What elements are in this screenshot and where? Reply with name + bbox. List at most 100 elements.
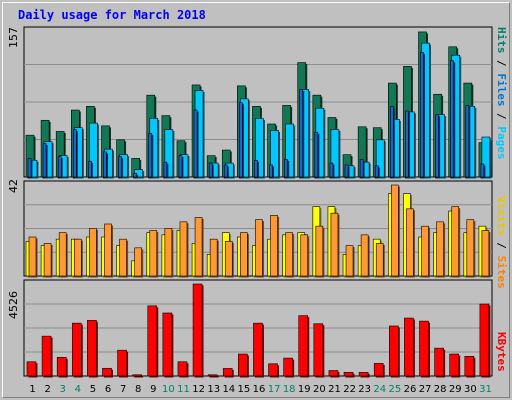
day-tick-label: 7 — [120, 384, 126, 395]
kbytes-bar — [313, 323, 324, 377]
sites-bar — [89, 228, 97, 277]
files-bar — [375, 139, 385, 178]
pages-bar — [88, 160, 92, 178]
day-tick-label: 8 — [135, 384, 141, 395]
pages-bar — [269, 164, 273, 178]
sites-bar — [466, 219, 475, 277]
day-tick-label: 1 — [29, 384, 35, 395]
kbytes-bar — [71, 322, 82, 377]
kbytes-bar — [56, 356, 67, 377]
pages-bar — [299, 89, 304, 178]
legend-sep: / — [495, 53, 508, 74]
kbytes-bar — [343, 372, 354, 377]
files-bar — [164, 129, 174, 178]
kbytes-bar — [222, 368, 233, 377]
files-bar — [330, 129, 340, 178]
pages-bar — [254, 159, 258, 178]
kbytes-bar — [373, 363, 384, 377]
day-tick-label: 20 — [313, 384, 326, 395]
kbytes-bar — [41, 335, 52, 377]
day-tick-label: 9 — [150, 384, 156, 395]
day-tick-label: 29 — [449, 384, 462, 395]
pages-bar — [148, 132, 153, 178]
kbytes-bar — [177, 361, 188, 377]
day-tick-label: 11 — [177, 384, 190, 395]
kbytes-bar — [192, 283, 203, 377]
sites-bar — [406, 208, 414, 277]
pages-bar — [42, 143, 47, 178]
pages-bar — [420, 52, 424, 178]
pages-bar — [118, 156, 122, 178]
pages-bar — [405, 110, 409, 178]
day-tick-label: 25 — [389, 384, 402, 395]
kbytes-bar — [26, 361, 37, 377]
kbytes-bar — [389, 325, 399, 377]
day-tick-label: 5 — [90, 384, 96, 395]
kbytes-bar — [434, 347, 444, 377]
pages-bar — [284, 159, 288, 178]
day-tick-label: 18 — [283, 384, 296, 395]
legend-files: Files — [495, 73, 508, 107]
day-tick-label: 19 — [298, 384, 311, 395]
sites-bar — [119, 238, 127, 277]
sites-bar — [345, 245, 354, 277]
pages-bar — [193, 109, 198, 178]
sites-bar — [149, 230, 158, 277]
hits-ymax-label: 157 — [7, 27, 20, 48]
sites-bar — [300, 234, 309, 277]
pages-bar — [344, 164, 349, 178]
pages-bar — [57, 156, 62, 178]
sites-bar — [224, 241, 233, 277]
day-tick-label: 28 — [434, 384, 447, 395]
legend-kbytes-text: KBytes — [495, 332, 508, 372]
sites-bar — [164, 228, 173, 277]
pages-bar — [465, 105, 470, 178]
files-bar — [270, 130, 279, 178]
day-tick-label: 21 — [328, 384, 341, 395]
day-tick-label: 10 — [162, 384, 175, 395]
kbytes-bar — [132, 374, 142, 377]
sites-bar — [43, 243, 52, 277]
sites-bar — [240, 232, 248, 277]
sites-bar — [179, 221, 188, 277]
kbytes-bar-shadow — [134, 376, 144, 378]
chart-title: Daily usage for March 2018 — [18, 8, 206, 22]
kbytes-bar — [253, 322, 263, 377]
legend-sep: / — [495, 106, 508, 127]
files-bar — [89, 122, 98, 178]
pages-bar — [103, 151, 107, 178]
day-tick-label: 24 — [373, 384, 386, 395]
kbytes-bar — [207, 374, 218, 377]
sites-bar — [330, 212, 339, 277]
kbytes-bar — [268, 363, 278, 377]
sites-bar — [436, 221, 444, 277]
legend-visits: Visits — [495, 196, 508, 236]
kbytes-bar — [464, 355, 475, 377]
files-bar — [481, 136, 491, 178]
legend-pages: Pages — [495, 126, 508, 160]
day-tick-label: 26 — [404, 384, 417, 395]
day-tick-label: 13 — [207, 384, 220, 395]
pages-bar — [359, 159, 364, 178]
kbytes-bar — [358, 372, 369, 377]
sites-bar — [28, 236, 37, 277]
kbytes-bar-shadow — [209, 376, 219, 378]
kbytes-bar — [419, 320, 429, 377]
sites-bar — [104, 223, 112, 277]
pages-bar — [72, 129, 77, 178]
day-tick-label: 4 — [75, 384, 81, 395]
kbytes-bar — [449, 353, 460, 377]
kbytes-bar — [87, 320, 97, 377]
pages-bar — [133, 172, 137, 178]
sites-bar — [134, 247, 142, 277]
day-tick-label: 14 — [222, 384, 235, 395]
legend-sep: / — [495, 235, 508, 256]
sites-bar — [421, 225, 429, 277]
kbytes-ymax-label: 4526 — [7, 291, 20, 319]
day-tick-label: 12 — [192, 384, 205, 395]
sites-bar — [375, 243, 384, 277]
pages-bar — [27, 158, 32, 178]
